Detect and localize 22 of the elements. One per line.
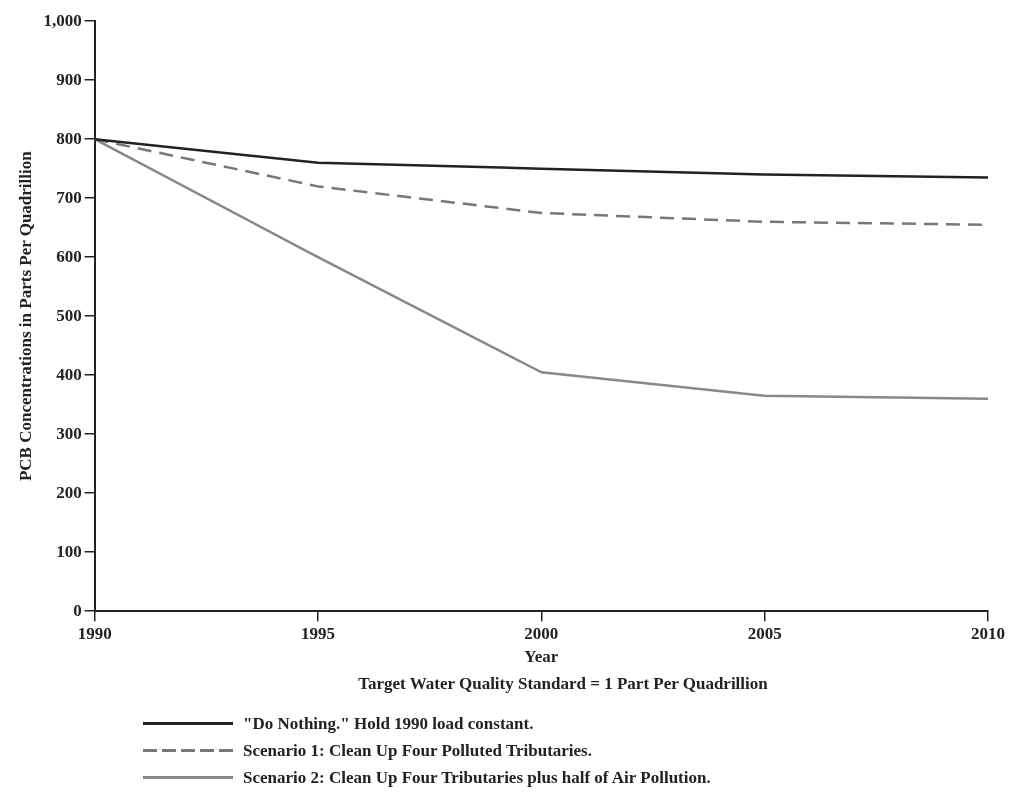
legend-label: Scenario 2: Clean Up Four Tributaries plus half of Air Pollution.	[243, 767, 711, 788]
y-tick-label: 700	[56, 187, 82, 207]
legend-label: "Do Nothing." Hold 1990 load constant.	[243, 713, 534, 734]
y-tick-label: 500	[56, 305, 82, 325]
y-tick-label: 0	[73, 600, 82, 620]
x-axis-title: Year	[524, 647, 559, 667]
y-tick-label: 300	[56, 423, 82, 443]
y-tick-label: 100	[56, 541, 82, 561]
x-tick-label: 2000	[524, 623, 559, 643]
text: Target Water Quality Standard = 1 Part Per Quadrillion	[357, 674, 769, 694]
x-tick-label: 2005	[747, 623, 782, 643]
x-tick-label: 1995	[300, 623, 335, 643]
y-tick-label: 600	[56, 246, 82, 266]
y-tick-label: 1,000	[43, 10, 82, 30]
y-axis-title: PCB Concentrations in Parts Per Quadrillion	[15, 150, 35, 482]
y-tick-label: 900	[56, 69, 82, 89]
y-tick-label: 200	[56, 482, 82, 502]
x-tick-label: 1990	[77, 623, 112, 643]
y-tick-label: 800	[56, 128, 82, 148]
x-tick-label: 2010	[971, 623, 1005, 643]
y-tick-label: 400	[56, 364, 82, 384]
legend-label: Scenario 1: Clean Up Four Polluted Tributaries.	[243, 740, 592, 761]
